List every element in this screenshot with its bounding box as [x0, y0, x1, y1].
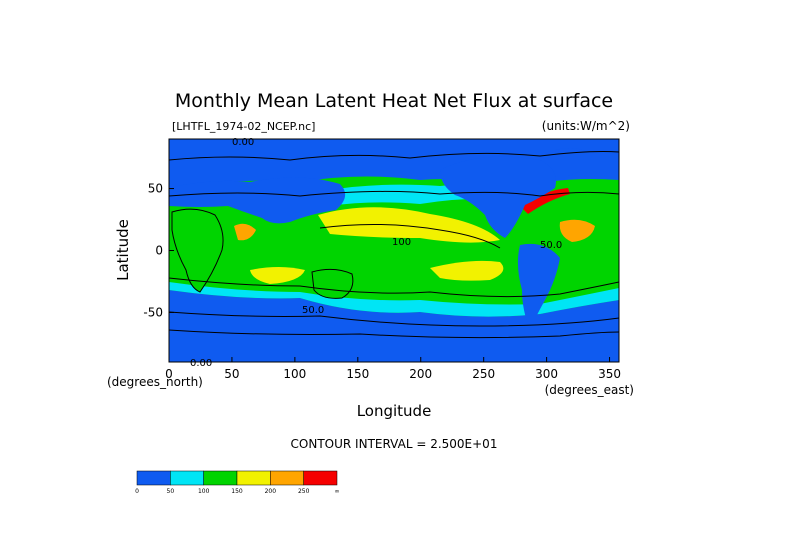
y-tick-label: 0: [155, 244, 163, 258]
arabian-sea-orange: [234, 223, 256, 241]
south-indian-yellow: [250, 267, 305, 284]
x-tick-label: 0: [165, 367, 173, 381]
chart-title: Monthly Mean Latent Heat Net Flux at sur…: [175, 90, 613, 112]
y-axis-title: Latitude: [114, 219, 132, 281]
map-plot-area: 0.00 0.00 50.0 50.0 100: [168, 137, 620, 369]
eurasia-landmass: [169, 177, 346, 224]
north-america-landmass: [440, 156, 556, 238]
colorbar-tick-label: 0: [135, 488, 139, 495]
x-tick-label: 50: [224, 367, 239, 381]
colorbar-legend: 0 50 100 150 200 250 ∞: [135, 470, 340, 495]
contour-label: 50.0: [302, 305, 324, 316]
south-america-landmass: [517, 243, 560, 330]
contour-label: 0.00: [190, 358, 212, 369]
colorbar-tick-label: 150: [231, 488, 243, 495]
contour-line: [319, 223, 501, 249]
x-tick-label: 150: [346, 367, 369, 381]
colorbar-swatch: [203, 470, 238, 486]
contour-label: 50.0: [540, 240, 562, 251]
contour-interval-label: CONTOUR INTERVAL = 2.500E+01: [291, 437, 498, 451]
colorbar-swatch: [170, 470, 204, 486]
south-pacific-yellow: [430, 260, 504, 281]
y-unit-label: (degrees_north): [107, 375, 203, 389]
north-subtropics-yellow: [318, 207, 500, 243]
contour-line: [168, 190, 620, 197]
y-tick-label: -50: [143, 305, 163, 319]
y-tick-label: 50: [148, 182, 163, 196]
southern-cyan-band: [169, 282, 619, 317]
colorbar-swatch: [136, 470, 171, 486]
x-unit-label: (degrees_east): [545, 383, 634, 397]
australia-landmass: [311, 268, 354, 299]
colorbar-tick-label: 100: [198, 488, 210, 495]
x-tick-label: 300: [535, 367, 558, 381]
contour-line: [168, 151, 620, 161]
x-tick-label: 100: [283, 367, 306, 381]
x-axis: 0 50 100 150 200 250 300 350: [165, 357, 621, 381]
y-axis: 50 0 -50: [143, 182, 174, 319]
contour-lines: [168, 151, 620, 339]
greenland-landmass: [555, 148, 592, 176]
atlantic-orange: [559, 219, 595, 242]
contour-line: [168, 329, 620, 339]
southern-ocean-band: [169, 290, 619, 362]
colorbar-swatch: [270, 470, 304, 486]
colorbar-tick-label: 50: [167, 488, 175, 495]
colorbar-tick-label: 250: [298, 488, 310, 495]
x-tick-label: 200: [409, 367, 432, 381]
contour-line: [168, 277, 620, 298]
colorbar-tick-label: ∞: [335, 488, 340, 495]
gulf-stream-red: [520, 188, 570, 214]
x-axis-title: Longitude: [357, 402, 432, 420]
units-label: (units:W/m^2): [542, 119, 630, 133]
contour-label: 0.00: [232, 137, 254, 148]
colorbar-swatch: [236, 470, 271, 486]
x-tick-label: 250: [472, 367, 495, 381]
colorbar-swatch: [303, 470, 338, 486]
colorbar-tick-label: 200: [265, 488, 277, 495]
contour-line: [168, 311, 620, 327]
contour-label: 100: [392, 237, 411, 248]
africa-landmass: [171, 208, 224, 293]
x-tick-label: 350: [598, 367, 621, 381]
dataset-filename-label: [LHTFL_1974-02_NCEP.nc]: [172, 120, 315, 133]
antarctica-landmass: [169, 345, 619, 362]
